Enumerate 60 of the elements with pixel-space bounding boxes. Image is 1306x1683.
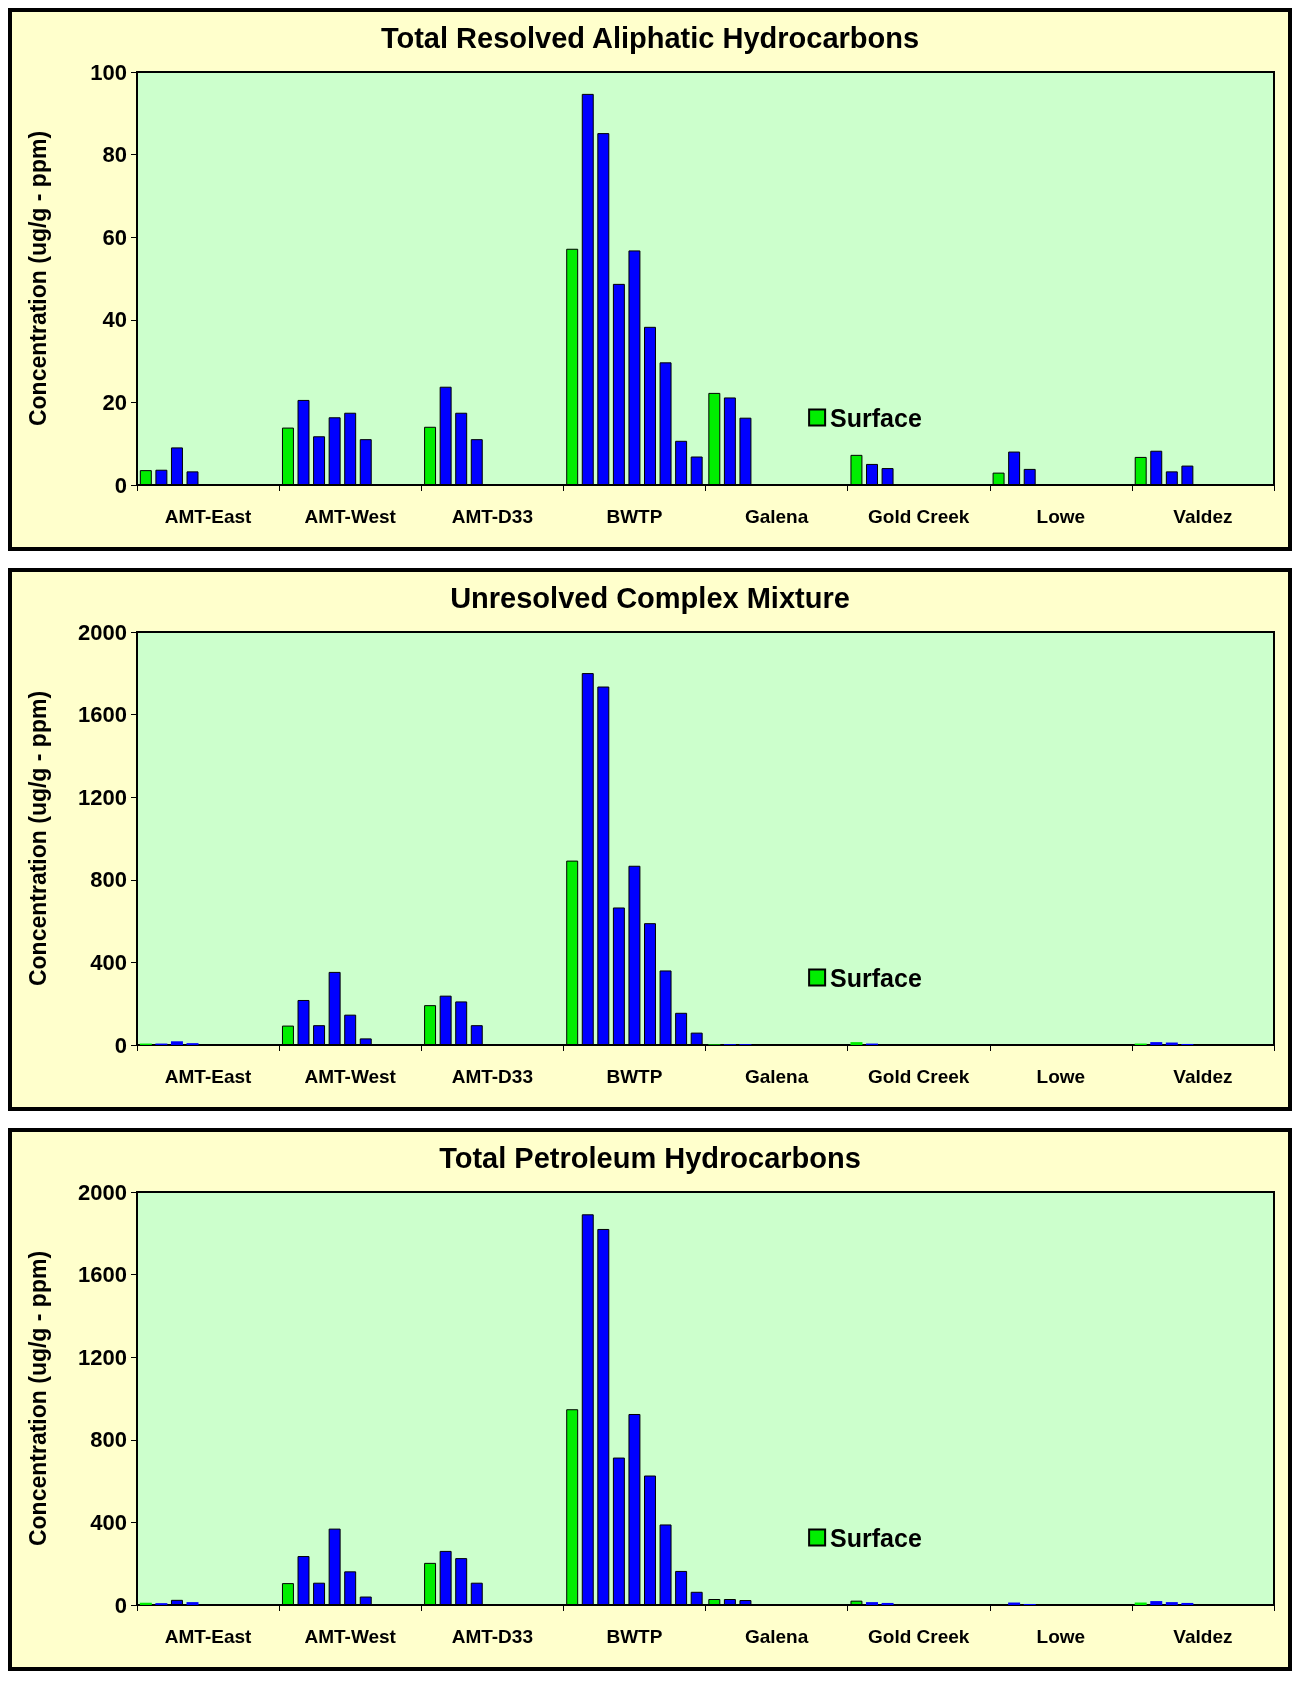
bar [186, 1602, 199, 1605]
x-tick-label: Galena [744, 1626, 809, 1647]
bar [850, 1042, 863, 1045]
bar [1150, 1601, 1163, 1605]
x-tick-label: Gold Creek [868, 1066, 970, 1087]
y-tick-label: 0 [114, 1032, 127, 1058]
x-tick-label: AMT-West [304, 506, 397, 527]
x-tick-label: Galena [744, 1066, 809, 1087]
bar [881, 1602, 894, 1605]
x-tick-label: Gold Creek [868, 1626, 970, 1647]
x-tick-label: Valdez [1173, 506, 1233, 527]
y-tick-label: 20 [102, 389, 127, 415]
x-tick-label: Lowe [1036, 1066, 1086, 1087]
y-tick-label: 800 [90, 1427, 127, 1453]
x-tick-label: Lowe [1036, 1626, 1086, 1647]
bar [1181, 1602, 1194, 1605]
x-tick-label: Valdez [1173, 1626, 1233, 1647]
y-tick-label: 80 [102, 142, 127, 168]
chart-title: Unresolved Complex Mixture [450, 581, 850, 614]
x-tick-label: AMT-D33 [451, 1066, 533, 1087]
y-tick-label: 60 [102, 224, 127, 250]
x-tick-label: Galena [744, 506, 809, 527]
x-tick-label: Valdez [1173, 1066, 1233, 1087]
y-tick-label: 1600 [78, 1262, 127, 1288]
bar [1150, 1042, 1163, 1045]
x-tick-label: AMT-East [164, 1066, 253, 1087]
y-tick-label: 40 [102, 307, 127, 333]
y-tick-label: 100 [90, 59, 127, 85]
y-tick-label: 0 [114, 1592, 127, 1618]
x-tick-label: AMT-West [304, 1626, 397, 1647]
y-tick-label: 0 [114, 472, 127, 498]
legend-label: Surface [830, 1523, 922, 1552]
y-tick-label: 400 [90, 1509, 127, 1535]
chart-title: Total Petroleum Hydrocarbons [439, 1141, 861, 1174]
x-tick-label: AMT-East [164, 506, 253, 527]
y-tick-label: 2000 [78, 1179, 127, 1205]
x-tick-label: AMT-D33 [451, 1626, 533, 1647]
x-tick-label: BWTP [606, 1626, 663, 1647]
y-tick-label: 400 [90, 949, 127, 975]
x-tick-label: AMT-D33 [451, 506, 533, 527]
x-tick-label: AMT-West [304, 1066, 397, 1087]
y-axis-title: Concentration (ug/g - ppm) [24, 690, 51, 987]
x-tick-label: Lowe [1036, 506, 1086, 527]
x-tick-label: Gold Creek [868, 506, 970, 527]
y-axis-title: Concentration (ug/g - ppm) [24, 1250, 51, 1547]
y-tick-label: 800 [90, 867, 127, 893]
x-tick-label: BWTP [606, 1066, 663, 1087]
y-axis-title: Concentration (ug/g - ppm) [24, 130, 51, 427]
y-tick-label: 2000 [78, 619, 127, 645]
y-tick-label: 1600 [78, 702, 127, 728]
bar [1165, 1602, 1178, 1605]
y-tick-label: 1200 [78, 784, 127, 810]
legend-label: Surface [830, 963, 922, 992]
legend-label: Surface [830, 403, 922, 432]
x-tick-label: AMT-East [164, 1626, 253, 1647]
y-tick-label: 1200 [78, 1344, 127, 1370]
chart-title: Total Resolved Aliphatic Hydrocarbons [380, 21, 920, 54]
bar [170, 1041, 183, 1045]
x-tick-label: BWTP [606, 506, 663, 527]
bar [866, 1602, 878, 1605]
